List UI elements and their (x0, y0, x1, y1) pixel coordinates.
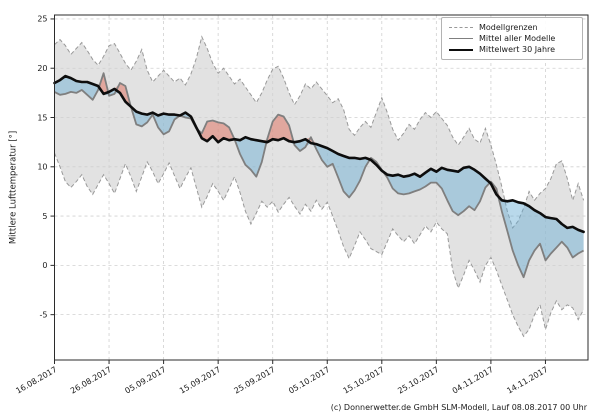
model-bounds-fill (54, 36, 584, 337)
x-tick-label: 26.08.2017 (69, 365, 113, 396)
x-tick-label: 14.11.2017 (505, 365, 549, 396)
legend-label: Mittelwert 30 Jahre (479, 45, 556, 54)
x-tick-label: 15.10.2017 (342, 365, 386, 396)
legend: Modellgrenzen Mittel aller Modelle Mitte… (441, 17, 583, 60)
x-tick-label: 16.08.2017 (14, 365, 58, 396)
y-tick-label: -5 (40, 310, 48, 319)
y-tick-label: 25 (37, 15, 47, 24)
legend-item-modellgrenzen: Modellgrenzen (449, 22, 575, 33)
y-tick-labels: 25 20 15 10 5 0 -5 (37, 15, 47, 320)
y-tick-label: 15 (37, 113, 47, 122)
y-tick-label: 10 (37, 163, 47, 172)
x-tick-labels: 16.08.2017 26.08.2017 05.09.2017 15.09.2017… (14, 365, 549, 396)
model-bound-lower-line (54, 152, 585, 338)
legend-label: Modellgrenzen (479, 23, 538, 32)
x-tick-label: 25.09.2017 (233, 365, 277, 396)
model-bounds-edges (54, 35, 585, 338)
dashed-line-swatch (449, 27, 473, 28)
y-tick-label: 5 (42, 212, 47, 221)
legend-item-mittelwert-30-jahre: Mittelwert 30 Jahre (449, 44, 575, 55)
data-lines (53, 72, 585, 279)
x-tick-label: 15.09.2017 (178, 365, 222, 396)
x-tick-label: 04.11.2017 (451, 365, 495, 396)
model-bounds-band (54, 36, 584, 337)
tick-marks (50, 18, 546, 364)
axes-frame (54, 14, 589, 361)
gray-line-swatch (449, 38, 473, 39)
y-tick-label: 20 (37, 64, 47, 73)
credit-text: (c) Donnerwetter.de GmbH SLM-Modell, Lau… (330, 403, 587, 412)
plot-frame (54, 14, 589, 361)
mean-30yr-line (53, 74, 585, 234)
y-tick-label: 0 (42, 261, 47, 270)
x-tick-label: 05.09.2017 (123, 365, 167, 396)
gridlines (54, 15, 588, 360)
x-tick-label: 05.10.2017 (287, 365, 331, 396)
model-bound-upper-line (54, 35, 585, 229)
legend-item-mittel-aller-modelle: Mittel aller Modelle (449, 33, 575, 44)
model-mean-line (54, 72, 585, 279)
y-axis-title: Mittlere Lufttemperatur [°] (8, 130, 19, 245)
legend-label: Mittel aller Modelle (479, 34, 556, 43)
black-line-swatch (449, 48, 473, 51)
x-tick-label: 25.10.2017 (396, 365, 440, 396)
